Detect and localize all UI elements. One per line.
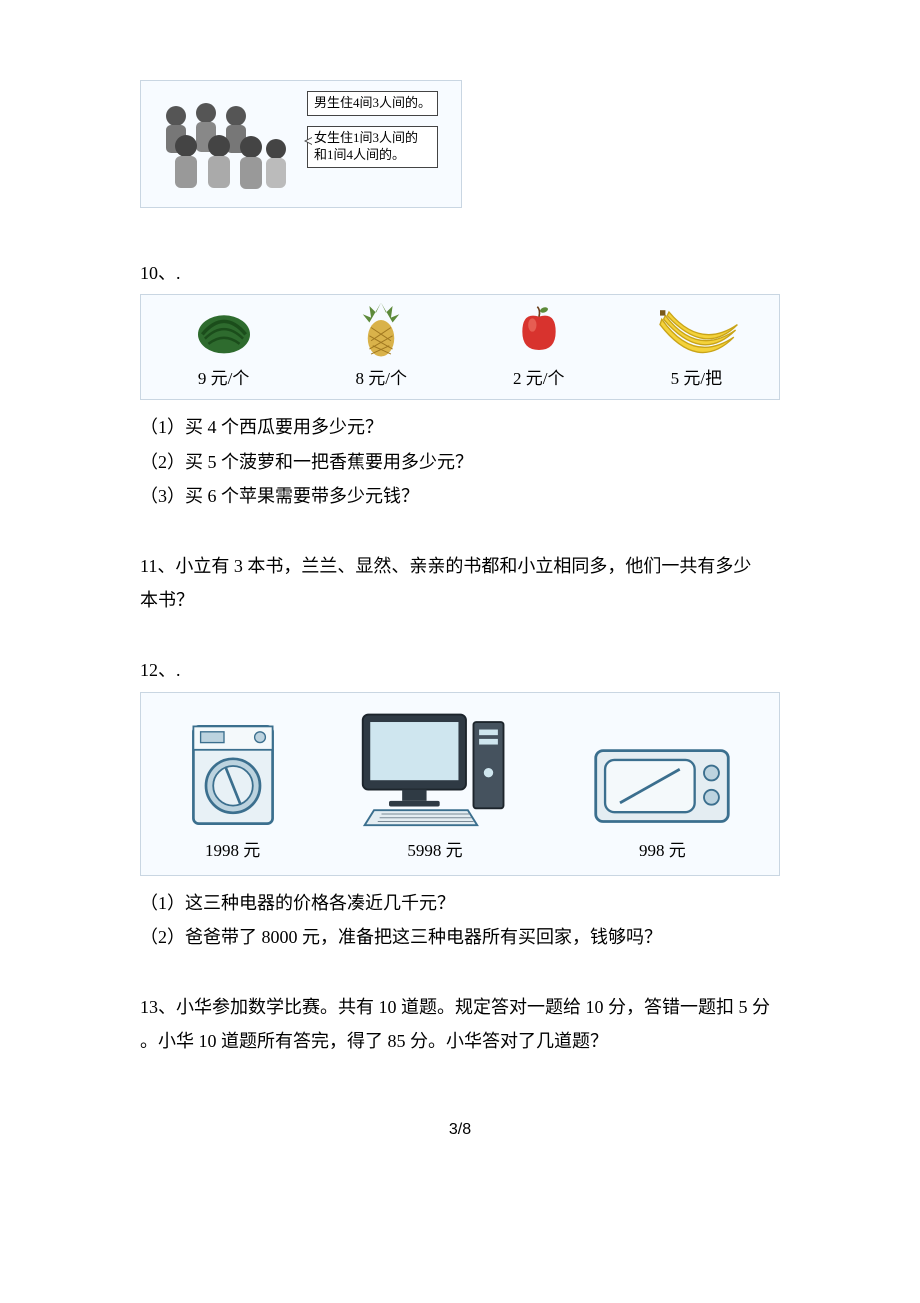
q11: 11、小立有 3 本书，兰兰、显然、亲亲的书都和小立相同多，他们一共有多少 本书… [140, 549, 780, 617]
q10-sub2: （2）买 5 个菠萝和一把香蕉要用多少元？ [140, 445, 780, 479]
people-cluster [151, 91, 301, 201]
page-number: 3/8 [140, 1115, 780, 1145]
bubble-boys-text: 男生住4间3人间的。 [314, 95, 431, 110]
q12-sub2: （2）爸爸带了 8000 元，准备把这三种电器所有买回家，钱够吗？ [140, 920, 780, 954]
q10-number: 10、. [140, 256, 780, 290]
bubble-boys: 男生住4间3人间的。 [307, 91, 438, 116]
pineapple-label: 8 元/个 [355, 363, 406, 395]
q12-sub1: （1）这三种电器的价格各凑近几千元？ [140, 886, 780, 920]
q13-text1: 小华参加数学比赛。共有 10 道题。规定答对一题给 10 分，答错一题扣 5 分 [176, 997, 770, 1017]
watermelon-icon [179, 301, 269, 359]
computer-label: 5998 元 [407, 835, 462, 867]
apple-icon [494, 301, 584, 359]
watermelon-label: 9 元/个 [198, 363, 249, 395]
q13-line1: 13、小华参加数学比赛。共有 10 道题。规定答对一题给 10 分，答错一题扣 … [140, 990, 780, 1024]
microwave-icon [592, 745, 732, 829]
washer-label: 1998 元 [205, 835, 260, 867]
bubble-girls-line2: 和1间4人间的。 [314, 147, 405, 162]
bubble-column: 男生住4间3人间的。 女生住1间3人间的 和1间4人间的。 [307, 91, 438, 168]
q10-sub3: （3）买 6 个苹果需要带多少元钱？ [140, 479, 780, 513]
q13-line2: 。小华 10 道题所有答完，得了 85 分。小华答对了几道题？ [140, 1024, 780, 1058]
q13: 13、小华参加数学比赛。共有 10 道题。规定答对一题给 10 分，答错一题扣 … [140, 990, 780, 1058]
q11-line1: 11、小立有 3 本书，兰兰、显然、亲亲的书都和小立相同多，他们一共有多少 [140, 549, 780, 583]
appliance-microwave: 998 元 [592, 745, 732, 867]
q11-line2: 本书？ [140, 583, 780, 617]
q11-number: 11、 [140, 556, 175, 576]
microwave-label: 998 元 [639, 835, 686, 867]
q12: 12、. 1998 元 [140, 653, 780, 954]
q10: 10、. 9 元/个 [140, 256, 780, 513]
q12-number: 12、. [140, 653, 780, 687]
appliance-computer: 5998 元 [355, 707, 515, 867]
bubble-girls-line1: 女生住1间3人间的 [314, 130, 418, 145]
q10-sub1: （1）买 4 个西瓜要用多少元？ [140, 410, 780, 444]
q9-illustration: 男生住4间3人间的。 女生住1间3人间的 和1间4人间的。 [140, 80, 462, 208]
q13-number: 13、 [140, 997, 176, 1017]
apple-label: 2 元/个 [513, 363, 564, 395]
fruit-banana: 5 元/把 [622, 301, 771, 395]
computer-icon [355, 707, 515, 829]
appliance-washer: 1998 元 [188, 721, 278, 867]
fruit-apple: 2 元/个 [464, 301, 613, 395]
page: 男生住4间3人间的。 女生住1间3人间的 和1间4人间的。 10、. [0, 0, 920, 1205]
banana-label: 5 元/把 [671, 363, 722, 395]
pineapple-icon [336, 301, 426, 359]
children-svg [151, 91, 301, 201]
banana-icon [651, 301, 741, 359]
fruit-pineapple: 8 元/个 [307, 301, 456, 395]
fruit-watermelon: 9 元/个 [149, 301, 298, 395]
q11-text1: 小立有 3 本书，兰兰、显然、亲亲的书都和小立相同多，他们一共有多少 [175, 556, 751, 576]
bubble-girls: 女生住1间3人间的 和1间4人间的。 [307, 126, 438, 168]
fruit-row: 9 元/个 8 元/个 [140, 294, 780, 400]
appliance-row: 1998 元 [140, 692, 780, 876]
washer-icon [188, 721, 278, 829]
